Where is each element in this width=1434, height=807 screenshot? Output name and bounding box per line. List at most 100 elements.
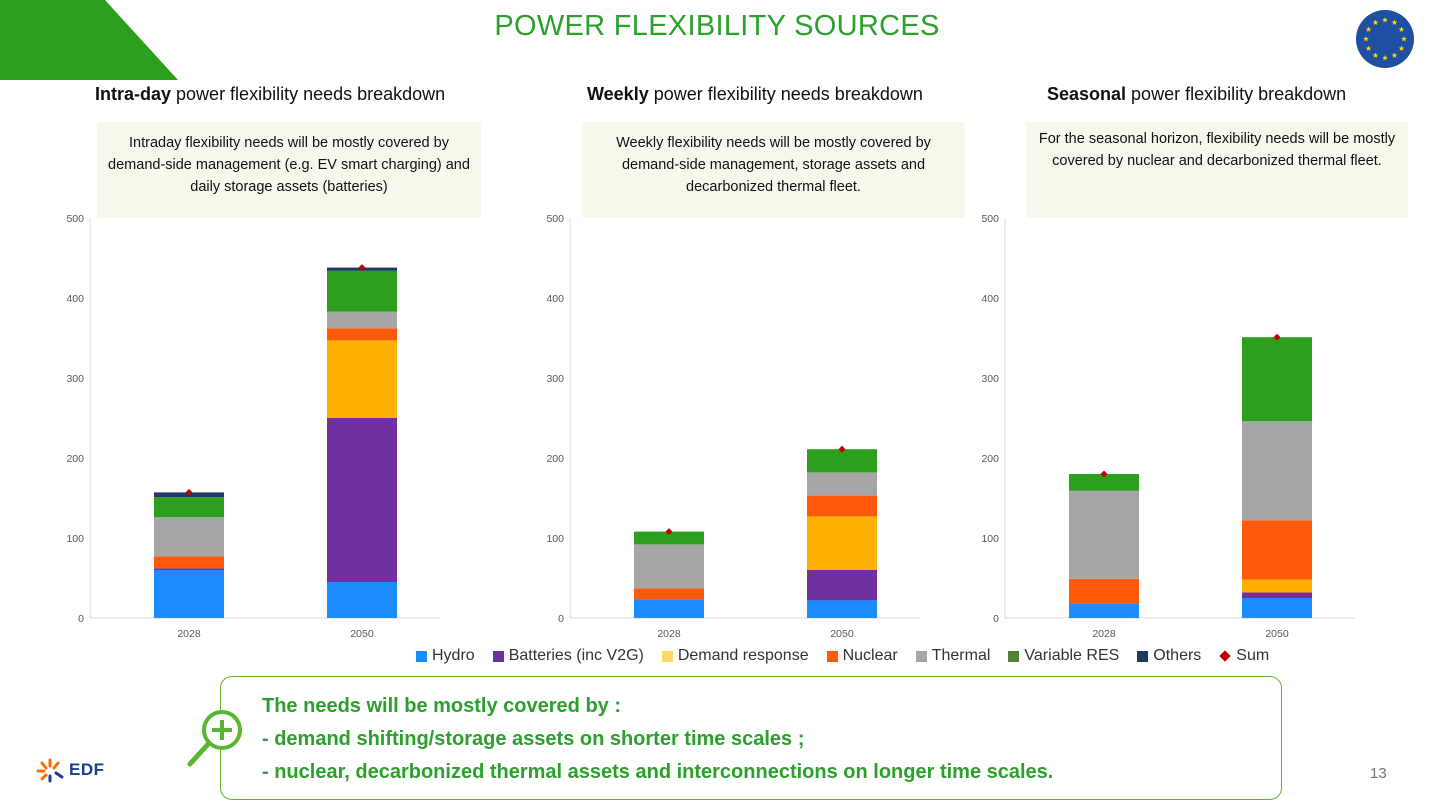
sum-marker xyxy=(838,445,846,453)
legend-swatch xyxy=(416,650,427,662)
y-tick-label: 500 xyxy=(981,213,999,225)
seasonal-chart: 0 100 200 300 400 500 2028 2050 xyxy=(981,213,1355,640)
intraday-chart: 0 100 200 300 400 500 2028 2050 xyxy=(66,213,440,640)
page-title: POWER FLEXIBILITY SOURCES xyxy=(494,10,940,42)
note-intraday: Intraday flexibility needs will be mostl… xyxy=(97,122,481,218)
panel-heading-seasonal: Seasonal power flexibility breakdown xyxy=(1047,84,1347,104)
bar-segment-variable-res xyxy=(1069,474,1139,491)
y-tick-label: 200 xyxy=(66,453,84,465)
legend-label: Sum xyxy=(1236,647,1270,664)
x-tick-label: 2050 xyxy=(350,628,374,640)
legend-swatch xyxy=(1008,650,1020,662)
legend-swatch xyxy=(492,650,504,662)
chart-legend: Hydro Batteries (inc V2G) Demand response N… xyxy=(416,647,1269,665)
bar-segment-demand-response xyxy=(327,340,397,418)
bar-segment-demand-response xyxy=(807,516,877,570)
bar-segment-hydro xyxy=(154,570,224,618)
y-tick-label: 0 xyxy=(993,613,999,625)
legend-item: Thermal xyxy=(915,647,991,665)
y-tick-label: 100 xyxy=(66,533,84,545)
y-tick-label: 500 xyxy=(546,213,564,225)
y-tick-label: 300 xyxy=(66,373,84,385)
bar-segment-batteries-inc-v2g xyxy=(807,570,877,601)
y-tick-label: 500 xyxy=(66,213,84,225)
bar-segment-thermal xyxy=(327,311,397,329)
eu-star xyxy=(1398,26,1405,32)
bar-segment-nuclear xyxy=(1242,520,1312,580)
eu-star xyxy=(1363,36,1369,42)
legend-swatch xyxy=(826,650,838,662)
legend-swatch xyxy=(661,650,673,662)
bar-segment-hydro xyxy=(1069,603,1139,618)
y-tick-label: 300 xyxy=(546,373,564,385)
sum-marker xyxy=(358,264,366,272)
bar-segment-demand-response xyxy=(1242,579,1312,593)
bar-segment-batteries-inc-v2g xyxy=(154,568,224,570)
note-seasonal: For the seasonal horizon, flexibility ne… xyxy=(1026,122,1408,218)
bar-segment-variable-res xyxy=(154,497,224,518)
summary-text: The needs will be mostly covered by : - … xyxy=(262,690,1053,789)
bar-segment-batteries-inc-v2g xyxy=(327,418,397,582)
edf-logo-text: EDF xyxy=(69,760,105,779)
bar-segment-nuclear xyxy=(1069,578,1139,604)
legend-label: Thermal xyxy=(931,647,991,664)
y-tick-label: 0 xyxy=(78,613,84,625)
legend-swatch xyxy=(1137,650,1149,662)
bar-segment-thermal xyxy=(634,544,704,589)
eu-star xyxy=(1398,45,1405,51)
legend-item: Others xyxy=(1137,647,1201,665)
bar-segment-hydro xyxy=(327,582,397,618)
bar-segment-variable-res xyxy=(634,531,704,545)
corner-decoration xyxy=(0,0,178,80)
y-tick-label: 200 xyxy=(546,453,564,465)
bar-segment-variable-res xyxy=(1242,337,1312,422)
x-tick-label: 2050 xyxy=(830,628,854,640)
bar-segment-variable-res xyxy=(327,270,397,312)
bar-segment-batteries-inc-v2g xyxy=(1242,592,1312,598)
x-tick-label: 2028 xyxy=(177,628,201,640)
bar-segment-hydro xyxy=(1242,598,1312,618)
panel-heading-intraday: Intra-day power flexibility needs breakd… xyxy=(95,84,446,104)
legend-item: Hydro xyxy=(416,647,475,665)
y-tick-label: 400 xyxy=(546,293,564,305)
bar-segment-hydro xyxy=(634,599,704,618)
legend-swatch xyxy=(1219,650,1231,662)
legend-label: Demand response xyxy=(677,647,809,664)
eu-star xyxy=(1372,19,1379,25)
y-tick-label: 400 xyxy=(66,293,84,305)
page-number: 13 xyxy=(1370,765,1387,782)
legend-item: Demand response xyxy=(661,647,809,665)
y-tick-label: 200 xyxy=(981,453,999,465)
bar-segment-thermal xyxy=(154,517,224,557)
zoom-in-icon xyxy=(187,710,242,767)
weekly-chart: 0 100 200 300 400 500 2028 2050 xyxy=(546,213,920,640)
legend-label: Variable RES xyxy=(1024,647,1120,664)
eu-star xyxy=(1382,55,1388,61)
legend-label: Hydro xyxy=(432,647,475,664)
legend-item: Batteries (inc V2G) xyxy=(492,647,644,665)
x-tick-label: 2028 xyxy=(657,628,681,640)
bar-segment-variable-res xyxy=(807,449,877,473)
summary-box xyxy=(220,676,1282,800)
y-tick-label: 0 xyxy=(558,613,564,625)
panel-heading-weekly: Weekly power flexibility needs breakdown xyxy=(587,84,923,104)
summary-line-1: The needs will be mostly covered by : xyxy=(262,695,621,717)
edf-sunburst-icon xyxy=(36,758,64,783)
y-tick-label: 100 xyxy=(546,533,564,545)
x-tick-label: 2050 xyxy=(1265,628,1289,640)
sum-marker xyxy=(185,488,193,496)
eu-star xyxy=(1382,17,1388,23)
bar-segment-nuclear xyxy=(634,588,704,600)
bar-segment-hydro xyxy=(807,600,877,618)
legend-label: Batteries (inc V2G) xyxy=(508,647,644,664)
x-tick-label: 2028 xyxy=(1092,628,1116,640)
sum-marker xyxy=(665,528,673,536)
eu-star xyxy=(1372,52,1379,58)
legend-item: Sum xyxy=(1219,647,1269,665)
eu-star xyxy=(1391,52,1398,58)
sum-marker xyxy=(1273,333,1281,341)
bar-segment-nuclear xyxy=(154,556,224,569)
summary-line-2: - demand shifting/storage assets on shor… xyxy=(262,728,805,750)
eu-star xyxy=(1391,19,1398,25)
eu-star xyxy=(1365,26,1372,32)
